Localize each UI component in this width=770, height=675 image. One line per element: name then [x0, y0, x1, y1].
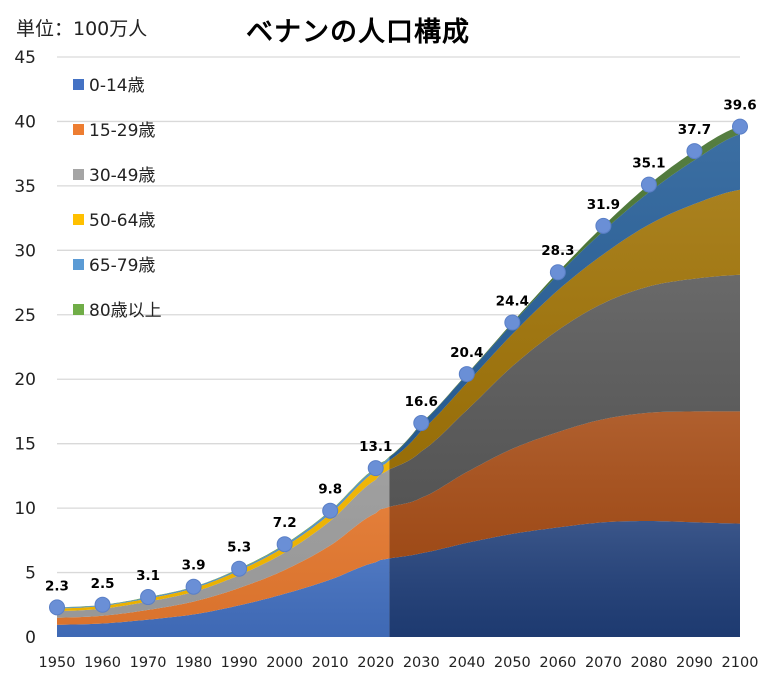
- total-marker: [686, 143, 703, 160]
- area-shade: [57, 506, 390, 625]
- total-marker: [732, 118, 748, 135]
- areas-projection: [389, 126, 740, 637]
- legend-swatch: [73, 79, 84, 90]
- x-tick-label: 2060: [539, 655, 576, 671]
- data-label: 31.9: [587, 197, 620, 213]
- data-label: 24.4: [496, 294, 529, 310]
- x-tick-label: 2000: [266, 655, 303, 671]
- total-marker: [413, 415, 430, 432]
- chart-title: ベナンの人口構成: [246, 17, 470, 48]
- total-marker: [549, 264, 566, 281]
- legend-label: 15-29歳: [89, 121, 155, 141]
- x-tick-label: 2050: [494, 655, 531, 671]
- x-tick-label: 2010: [312, 655, 349, 671]
- total-marker: [640, 176, 657, 193]
- data-label: 5.3: [227, 540, 251, 556]
- area-shade: [389, 189, 740, 470]
- total-marker: [185, 578, 202, 595]
- data-label: 2.3: [45, 578, 69, 594]
- legend-label: 80歳以上: [89, 301, 162, 321]
- y-tick-label: 5: [25, 564, 36, 584]
- x-tick-label: 2020: [357, 655, 394, 671]
- y-tick-label: 40: [14, 112, 36, 132]
- area-shade: [389, 411, 740, 559]
- legend-swatch: [73, 214, 84, 225]
- total-marker: [140, 589, 157, 606]
- data-label: 3.1: [136, 568, 160, 584]
- x-axis: 1950 1960 1970 1980 1990 2000 2010 2020 2030 2040…: [39, 655, 759, 671]
- x-tick-label: 1990: [221, 655, 258, 671]
- total-marker: [231, 560, 248, 577]
- x-tick-label: 2080: [630, 655, 667, 671]
- area-shade: [389, 274, 740, 507]
- areas-historical: [57, 456, 390, 637]
- x-tick-label: 2100: [722, 655, 759, 671]
- data-label: 9.8: [318, 482, 342, 498]
- legend-label: 0-14歳: [89, 76, 145, 96]
- data-label: 7.2: [273, 515, 297, 531]
- y-tick-label: 15: [14, 435, 36, 455]
- legend-swatch: [73, 304, 84, 315]
- area-shade: [389, 521, 740, 637]
- y-tick-label: 35: [14, 177, 36, 197]
- data-label: 28.3: [541, 243, 574, 259]
- legend-label: 50-64歳: [89, 211, 155, 231]
- legend: 0-14歳 15-29歳 30-49歳 50-64歳 65-79歳 80歳以上: [73, 76, 162, 321]
- y-tick-label: 0: [25, 628, 36, 648]
- total-marker: [322, 502, 339, 519]
- x-tick-label: 2070: [585, 655, 622, 671]
- total-marker: [49, 599, 65, 616]
- x-tick-label: 2040: [448, 655, 485, 671]
- total-marker: [94, 596, 111, 613]
- area-shade: [57, 558, 390, 637]
- legend-label: 30-49歳: [89, 166, 155, 186]
- legend-swatch: [73, 124, 84, 135]
- total-marker: [276, 536, 293, 553]
- legend-swatch: [73, 259, 84, 270]
- x-tick-label: 1980: [175, 655, 212, 671]
- total-marker: [458, 366, 475, 383]
- data-label: 2.5: [91, 576, 115, 592]
- x-tick-label: 2090: [676, 655, 713, 671]
- area-shade: [57, 460, 390, 612]
- x-tick-label: 1950: [39, 655, 76, 671]
- data-label: 16.6: [405, 394, 438, 410]
- y-tick-label: 25: [14, 306, 36, 326]
- data-label: 39.6: [723, 98, 756, 114]
- data-label: 37.7: [678, 122, 711, 138]
- area-shade: [57, 469, 390, 618]
- data-label: 35.1: [632, 156, 665, 172]
- y-tick-label: 10: [14, 499, 36, 519]
- x-tick-label: 1970: [130, 655, 167, 671]
- data-label: 13.1: [359, 439, 392, 455]
- x-tick-label: 1960: [84, 655, 121, 671]
- total-marker: [595, 217, 612, 234]
- data-label: 3.9: [182, 558, 206, 574]
- y-tick-label: 45: [14, 48, 36, 68]
- y-tick-label: 30: [14, 241, 36, 261]
- legend-swatch: [73, 169, 84, 180]
- y-tick-label: 20: [14, 370, 36, 390]
- area-shade: [389, 134, 740, 461]
- data-label: 20.4: [450, 345, 483, 361]
- y-axis: 0 5 10 15 20 25 30 35 40 45: [14, 48, 36, 648]
- total-markers: 2.3 2.5 3.1 3.9 5.3 7.2 9.8 13.1 16.6 20.4 24.4 28.…: [45, 98, 757, 616]
- total-marker: [367, 460, 384, 477]
- legend-label: 65-79歳: [89, 256, 155, 276]
- x-tick-label: 2030: [403, 655, 440, 671]
- unit-label: 単位：100万人: [16, 18, 148, 40]
- total-marker: [504, 314, 521, 331]
